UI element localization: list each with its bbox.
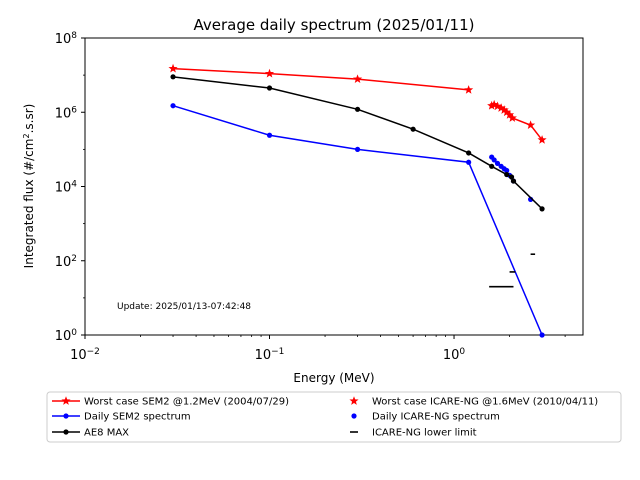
y-axis-label-suffix: .s.sr) xyxy=(22,104,36,134)
series-4 xyxy=(170,74,545,212)
data-point xyxy=(504,171,510,178)
series-0 xyxy=(168,63,474,94)
y-tick-label: 104 xyxy=(55,180,78,196)
series-layer xyxy=(168,63,547,338)
series-5 xyxy=(489,253,536,288)
x-axis-label: Energy (MeV) xyxy=(293,371,374,385)
data-point xyxy=(508,174,515,180)
data-point xyxy=(526,120,536,130)
data-point xyxy=(170,103,176,109)
data-point xyxy=(410,126,416,132)
data-point xyxy=(266,132,273,138)
y-tick-label: 102 xyxy=(55,254,77,270)
x-tick-label: 10−2 xyxy=(70,347,100,363)
data-point xyxy=(354,106,361,112)
data-point xyxy=(537,135,547,144)
data-point xyxy=(354,146,361,152)
data-point xyxy=(539,206,545,212)
data-point xyxy=(504,167,510,174)
legend-label: AE8 MAX xyxy=(84,428,129,439)
data-point xyxy=(466,150,472,156)
y-tick-label: 106 xyxy=(55,105,78,121)
data-point xyxy=(510,178,517,184)
legend-label: Worst case ICARE-NG @1.6MeV (2010/04/11) xyxy=(372,397,598,408)
x-tick-label: 10−1 xyxy=(255,347,285,363)
update-annotation: Update: 2025/01/13-07:42:48 xyxy=(117,302,251,312)
data-point xyxy=(505,110,515,119)
legend-entry: ICARE-NG lower limit xyxy=(350,428,477,439)
plot-frame xyxy=(84,37,584,336)
legend-label: Daily ICARE-NG spectrum xyxy=(372,412,500,423)
data-point xyxy=(499,105,509,114)
legend-swatch-marker xyxy=(63,429,69,435)
legend-label: ICARE-NG lower limit xyxy=(372,428,477,439)
legend-label: Daily SEM2 spectrum xyxy=(84,412,191,423)
legend-label: Worst case SEM2 @1.2MeV (2004/07/29) xyxy=(84,397,289,408)
legend: Worst case SEM2 @1.2MeV (2004/07/29) Wors… xyxy=(46,391,622,443)
data-point xyxy=(264,68,275,78)
series-line xyxy=(173,67,469,91)
data-point xyxy=(507,113,517,122)
series-2 xyxy=(170,103,545,338)
x-tick-label: 100 xyxy=(443,347,466,363)
plot-area: 10−2 10−1 100 100 102 104 106 108 xyxy=(55,31,584,363)
data-point xyxy=(489,163,495,169)
y-tick-label: 108 xyxy=(55,31,78,47)
data-point xyxy=(487,100,497,110)
data-point xyxy=(352,74,363,84)
data-point xyxy=(266,85,273,91)
legend-entry: Daily SEM2 spectrum xyxy=(52,412,191,423)
series-1 xyxy=(487,99,547,144)
data-point xyxy=(494,160,501,166)
legend-swatch-marker xyxy=(61,396,71,405)
legend-entry: Worst case ICARE-NG @1.6MeV (2010/04/11) xyxy=(349,396,598,408)
series-line xyxy=(172,104,543,336)
axis-ticks: 10−2 10−1 100 100 102 104 106 108 xyxy=(55,31,566,363)
legend-entry: Worst case SEM2 @1.2MeV (2004/07/29) xyxy=(52,396,289,408)
data-point xyxy=(502,107,512,117)
data-point xyxy=(170,74,176,80)
y-axis-label-prefix: Integrated flux (#/cm xyxy=(22,139,36,269)
data-point xyxy=(491,157,497,163)
data-point xyxy=(492,101,503,111)
legend-swatch-marker xyxy=(63,413,69,419)
data-point xyxy=(489,99,499,109)
legend-frame xyxy=(46,391,622,443)
y-tick-label: 100 xyxy=(55,328,78,344)
data-point xyxy=(496,103,506,112)
data-point xyxy=(464,85,474,94)
legend-entry: AE8 MAX xyxy=(52,428,129,439)
legend-entry: Daily ICARE-NG spectrum xyxy=(351,412,500,423)
chart-title: Average daily spectrum (2025/01/11) xyxy=(194,16,475,34)
legend-swatch-marker xyxy=(349,396,359,405)
y-axis-label: Integrated flux (#/cm2.s.sr) xyxy=(22,104,37,269)
legend-swatch-marker xyxy=(351,413,357,419)
series-line xyxy=(172,76,543,210)
data-point xyxy=(466,159,472,165)
y-axis-label-sup: 2 xyxy=(22,133,31,138)
data-point xyxy=(168,63,178,73)
data-point xyxy=(539,332,545,338)
